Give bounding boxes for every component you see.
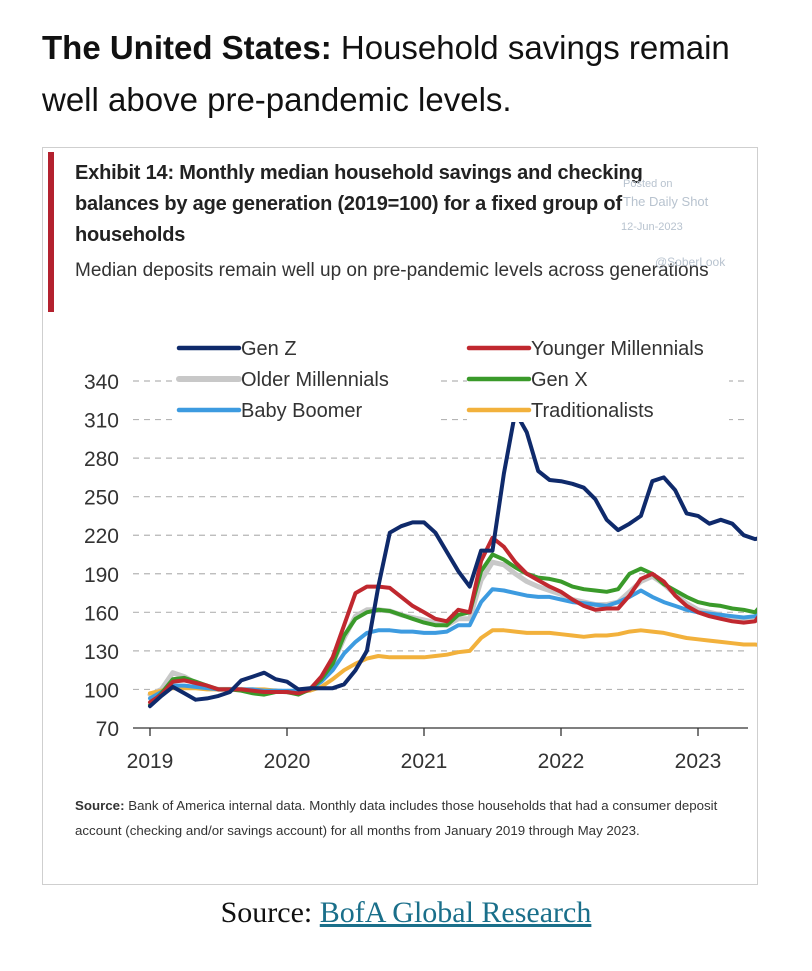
note-label: Source: [75, 798, 125, 813]
legend-label-younger-millennials: Younger Millennials [531, 338, 704, 360]
x-tick-label: 2021 [401, 750, 448, 773]
legend-label-traditionalists: Traditionalists [531, 400, 654, 422]
x-tick-label: 2022 [538, 750, 585, 773]
y-tick-label: 130 [84, 641, 119, 664]
series-line-younger-millennials [148, 535, 757, 705]
series-line-traditionalists [148, 628, 757, 696]
headline-rest: Household savings remain well above pre-… [42, 29, 730, 118]
y-tick-label: 220 [84, 525, 119, 548]
y-tick-label: 100 [84, 679, 119, 702]
x-tick-label: 2019 [127, 750, 174, 773]
exhibit-card: Exhibit 14: Monthly median household sav… [42, 147, 758, 885]
legend-label-older-millennials: Older Millennials [241, 369, 389, 391]
y-tick-label: 340 [84, 371, 119, 394]
source-label: Source: [220, 896, 320, 929]
series-line-gen-z [148, 409, 757, 709]
legend-label-gen-z: Gen Z [241, 338, 297, 360]
watermark-handle: @SoberLook [655, 255, 726, 269]
y-tick-label: 310 [84, 410, 119, 433]
x-tick-label: 2023 [675, 750, 722, 773]
y-tick-label: 190 [84, 564, 119, 587]
y-tick-label: 280 [84, 448, 119, 471]
x-tick-label: 2020 [264, 750, 311, 773]
legend-label-baby-boomer: Baby Boomer [241, 400, 363, 422]
watermark-date: 12-Jun-2023 [621, 221, 683, 233]
note-text: Bank of America internal data. Monthly d… [75, 798, 718, 838]
line-chart: 70 100 130 160 190 220 250 280 310 340 2019 2020 202… [84, 334, 757, 773]
exhibit-note: Source: Bank of America internal data. M… [75, 793, 745, 843]
source-link[interactable]: BofA Global Research [319, 896, 592, 929]
legend-label-gen-x: Gen X [531, 369, 588, 391]
y-tick-label: 70 [96, 718, 119, 741]
y-tick-label: 160 [84, 602, 119, 625]
y-tick-label: 250 [84, 487, 119, 510]
exhibit-accent-bar [48, 152, 54, 312]
source-line: Source: BofA Global Research [0, 896, 812, 930]
exhibit-subtitle: Median deposits remain well up on pre-pa… [75, 260, 709, 281]
headline: The United States: Household savings rem… [42, 22, 782, 126]
exhibit-title: Exhibit 14: Monthly median household sav… [75, 162, 643, 246]
watermark-site: The Daily Shot [623, 194, 709, 209]
watermark-posted: Posted on [623, 178, 673, 190]
headline-bold: The United States: [42, 29, 332, 66]
